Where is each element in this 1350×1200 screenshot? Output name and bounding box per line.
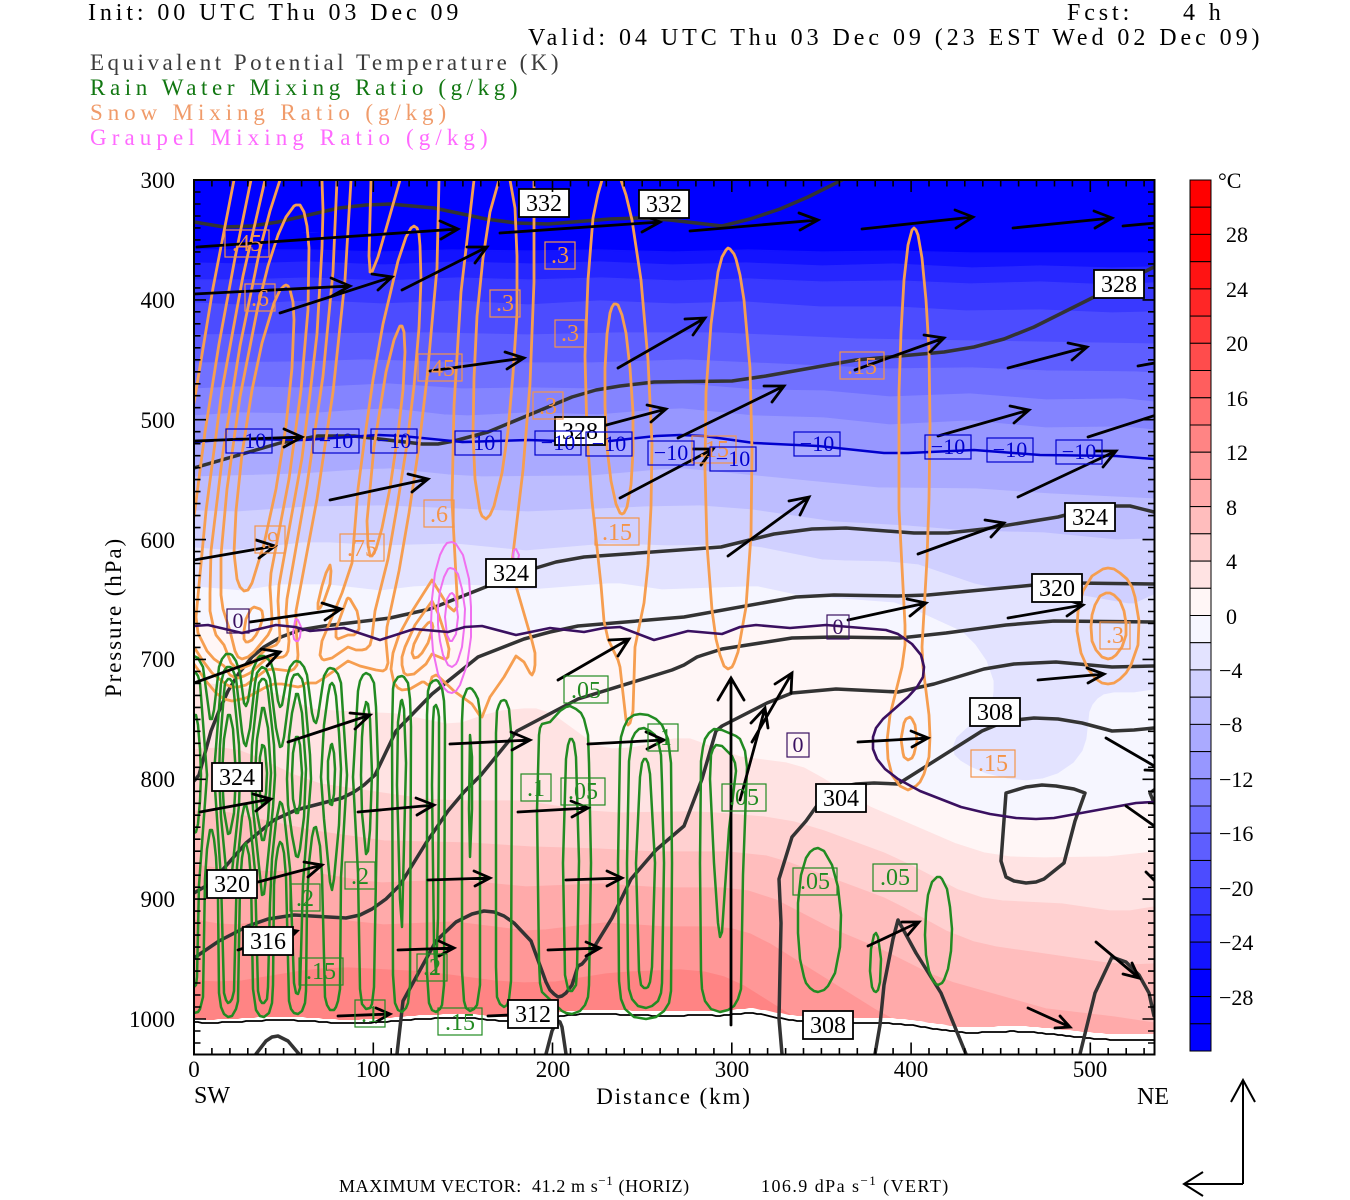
svg-text:.3: .3: [1106, 623, 1124, 649]
svg-text:320: 320: [214, 872, 250, 898]
svg-text:.05: .05: [800, 869, 830, 895]
svg-text:.2: .2: [296, 886, 314, 912]
svg-text:.2: .2: [423, 955, 441, 981]
svg-text:1000: 1000: [129, 1007, 175, 1032]
svg-text:200: 200: [536, 1057, 571, 1082]
svg-text:332: 332: [526, 191, 562, 217]
svg-text:600: 600: [141, 528, 176, 553]
svg-text:−10: −10: [541, 430, 575, 455]
svg-text:.05: .05: [571, 678, 601, 704]
svg-text:12: 12: [1226, 440, 1248, 465]
svg-text:−20: −20: [1219, 876, 1253, 901]
svg-text:.2: .2: [351, 864, 369, 890]
svg-text:.15: .15: [847, 354, 877, 380]
svg-text:4: 4: [1226, 549, 1237, 574]
svg-text:308: 308: [810, 1013, 846, 1039]
svg-text:.6: .6: [430, 502, 448, 528]
svg-text:400: 400: [141, 288, 176, 313]
svg-text:.9: .9: [261, 528, 279, 554]
svg-text:.1: .1: [654, 725, 672, 751]
svg-text:500: 500: [1073, 1057, 1108, 1082]
svg-text:.3: .3: [539, 394, 557, 420]
svg-text:.1: .1: [361, 1002, 379, 1028]
svg-text:300: 300: [141, 168, 176, 193]
svg-text:300: 300: [715, 1057, 750, 1082]
svg-text:−24: −24: [1219, 930, 1253, 955]
svg-text:500: 500: [141, 408, 176, 433]
svg-text:.15: .15: [445, 1010, 475, 1036]
svg-text:8: 8: [1226, 495, 1237, 520]
svg-text:−10: −10: [461, 430, 495, 455]
svg-text:0: 0: [1226, 604, 1237, 629]
svg-text:.05: .05: [729, 785, 759, 811]
svg-text:16: 16: [1226, 386, 1248, 411]
svg-text:324: 324: [1072, 505, 1108, 531]
svg-text:324: 324: [493, 561, 529, 587]
svg-text:.05: .05: [880, 865, 910, 891]
svg-text:−10: −10: [800, 431, 834, 456]
svg-text:328: 328: [1101, 272, 1137, 298]
svg-text:400: 400: [894, 1057, 929, 1082]
svg-text:100: 100: [356, 1057, 391, 1082]
svg-text:−28: −28: [1219, 985, 1253, 1010]
svg-text:900: 900: [141, 887, 176, 912]
svg-text:.3: .3: [561, 321, 579, 347]
svg-text:−10: −10: [592, 431, 626, 456]
svg-text:−10: −10: [319, 428, 353, 453]
svg-text:304: 304: [823, 786, 859, 812]
svg-text:0: 0: [793, 732, 804, 757]
svg-text:.6: .6: [251, 286, 269, 312]
svg-text:700: 700: [141, 647, 176, 672]
svg-text:332: 332: [646, 192, 682, 218]
svg-text:°C: °C: [1218, 168, 1241, 193]
svg-text:−16: −16: [1219, 821, 1253, 846]
svg-text:−8: −8: [1219, 712, 1242, 737]
svg-text:20: 20: [1226, 331, 1248, 356]
svg-text:−10: −10: [654, 440, 688, 465]
svg-text:0: 0: [833, 614, 844, 639]
svg-text:.3: .3: [551, 243, 569, 269]
svg-text:SW: SW: [194, 1083, 230, 1109]
svg-text:−10: −10: [377, 428, 411, 453]
svg-text:.15: .15: [306, 959, 336, 985]
svg-text:NE: NE: [1137, 1084, 1169, 1110]
svg-text:−12: −12: [1219, 767, 1253, 792]
svg-text:Pressure (hPa): Pressure (hPa): [101, 537, 126, 697]
svg-text:.15: .15: [602, 520, 632, 546]
svg-text:.15: .15: [699, 437, 729, 463]
svg-text:.45: .45: [232, 231, 262, 257]
svg-text:Distance (km): Distance (km): [596, 1084, 752, 1109]
svg-text:−10: −10: [716, 446, 750, 471]
svg-text:−10: −10: [993, 437, 1027, 462]
svg-text:312: 312: [515, 1002, 551, 1028]
svg-text:308: 308: [977, 700, 1013, 726]
svg-text:0: 0: [233, 608, 244, 633]
svg-text:.3: .3: [496, 291, 514, 317]
svg-text:−10: −10: [931, 434, 965, 459]
svg-text:24: 24: [1226, 277, 1248, 302]
svg-text:−4: −4: [1219, 658, 1242, 683]
svg-text:−10: −10: [1062, 439, 1096, 464]
svg-text:.05: .05: [568, 779, 598, 805]
svg-text:−10: −10: [232, 428, 266, 453]
svg-text:.75: .75: [347, 536, 377, 562]
svg-text:800: 800: [141, 767, 176, 792]
svg-text:320: 320: [1039, 576, 1075, 602]
svg-text:.15: .15: [978, 751, 1008, 777]
svg-text:.1: .1: [527, 776, 545, 802]
svg-text:.45: .45: [425, 356, 455, 382]
svg-text:0: 0: [188, 1057, 200, 1082]
svg-text:324: 324: [219, 765, 255, 791]
svg-text:316: 316: [250, 929, 286, 955]
svg-text:28: 28: [1226, 222, 1248, 247]
